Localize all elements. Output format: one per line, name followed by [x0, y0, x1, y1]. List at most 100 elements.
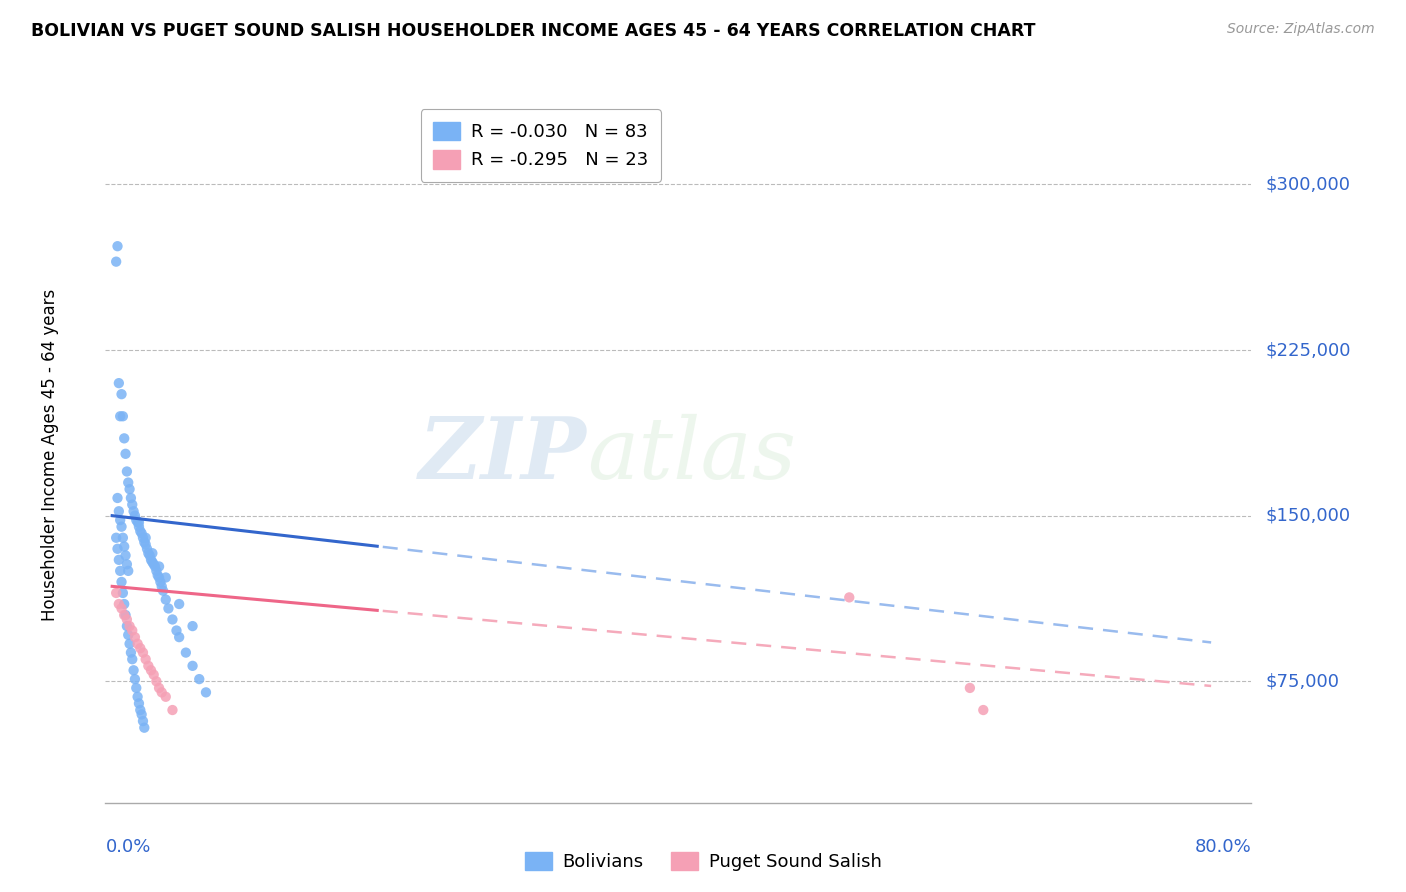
Point: [110, 601, 132, 615]
Point: [108, 553, 131, 567]
Point: [162, 703, 184, 717]
Point: [162, 612, 184, 626]
Point: [142, 558, 165, 572]
Point: [129, 524, 152, 538]
Point: [122, 504, 145, 518]
Text: $225,000: $225,000: [1265, 341, 1351, 359]
Point: [148, 559, 170, 574]
Point: [111, 586, 134, 600]
Point: [132, 714, 155, 728]
Point: [132, 531, 155, 545]
Point: [127, 516, 149, 530]
Point: [112, 431, 135, 445]
Point: [114, 549, 136, 563]
Point: [108, 564, 131, 578]
Point: [118, 482, 141, 496]
Point: [155, 570, 177, 584]
Point: [143, 559, 166, 574]
Point: [959, 681, 981, 695]
Point: [135, 537, 157, 551]
Text: 80.0%: 80.0%: [1195, 838, 1251, 855]
Text: Source: ZipAtlas.com: Source: ZipAtlas.com: [1227, 22, 1375, 37]
Point: [108, 513, 131, 527]
Point: [110, 387, 132, 401]
Point: [120, 491, 142, 505]
Point: [150, 579, 173, 593]
Point: [125, 681, 148, 695]
Text: 0.0%: 0.0%: [105, 838, 150, 855]
Point: [134, 535, 156, 549]
Point: [134, 721, 156, 735]
Point: [108, 597, 131, 611]
Point: [110, 574, 132, 589]
Point: [129, 641, 152, 656]
Point: [108, 409, 131, 424]
Text: ZIP: ZIP: [419, 413, 586, 497]
Point: [122, 663, 145, 677]
Point: [188, 672, 211, 686]
Point: [152, 583, 174, 598]
Point: [107, 491, 129, 505]
Text: $300,000: $300,000: [1265, 176, 1350, 194]
Point: [972, 703, 994, 717]
Point: [124, 630, 146, 644]
Point: [142, 667, 165, 681]
Text: $75,000: $75,000: [1265, 673, 1340, 690]
Point: [114, 608, 136, 623]
Point: [121, 498, 143, 512]
Point: [115, 612, 138, 626]
Point: [115, 619, 138, 633]
Point: [131, 526, 153, 541]
Point: [155, 592, 177, 607]
Point: [117, 628, 139, 642]
Point: [146, 568, 169, 582]
Point: [141, 546, 163, 560]
Point: [138, 546, 160, 560]
Point: [157, 601, 180, 615]
Point: [141, 555, 163, 569]
Point: [118, 619, 141, 633]
Point: [111, 531, 134, 545]
Point: [112, 597, 135, 611]
Text: $150,000: $150,000: [1265, 507, 1350, 524]
Point: [120, 646, 142, 660]
Point: [135, 531, 157, 545]
Point: [167, 630, 190, 644]
Point: [136, 541, 159, 556]
Point: [145, 564, 167, 578]
Point: [121, 624, 143, 638]
Point: [115, 558, 138, 572]
Point: [125, 513, 148, 527]
Point: [181, 658, 204, 673]
Point: [138, 658, 160, 673]
Point: [124, 672, 146, 686]
Point: [148, 681, 170, 695]
Point: [135, 652, 157, 666]
Point: [148, 570, 170, 584]
Point: [155, 690, 177, 704]
Point: [128, 697, 150, 711]
Point: [174, 646, 197, 660]
Point: [132, 646, 155, 660]
Point: [139, 553, 162, 567]
Point: [131, 707, 153, 722]
Point: [181, 619, 204, 633]
Point: [127, 637, 149, 651]
Legend: R = -0.030   N = 83, R = -0.295   N = 23: R = -0.030 N = 83, R = -0.295 N = 23: [420, 109, 661, 182]
Point: [194, 685, 217, 699]
Point: [107, 541, 129, 556]
Point: [138, 549, 160, 563]
Point: [167, 597, 190, 611]
Point: [127, 690, 149, 704]
Point: [115, 465, 138, 479]
Point: [117, 564, 139, 578]
Point: [129, 703, 152, 717]
Point: [139, 663, 162, 677]
Point: [117, 475, 139, 490]
Text: Householder Income Ages 45 - 64 years: Householder Income Ages 45 - 64 years: [41, 289, 59, 621]
Point: [105, 254, 128, 268]
Point: [112, 608, 135, 623]
Text: BOLIVIAN VS PUGET SOUND SALISH HOUSEHOLDER INCOME AGES 45 - 64 YEARS CORRELATION: BOLIVIAN VS PUGET SOUND SALISH HOUSEHOLD…: [31, 22, 1035, 40]
Point: [149, 574, 172, 589]
Point: [838, 591, 860, 605]
